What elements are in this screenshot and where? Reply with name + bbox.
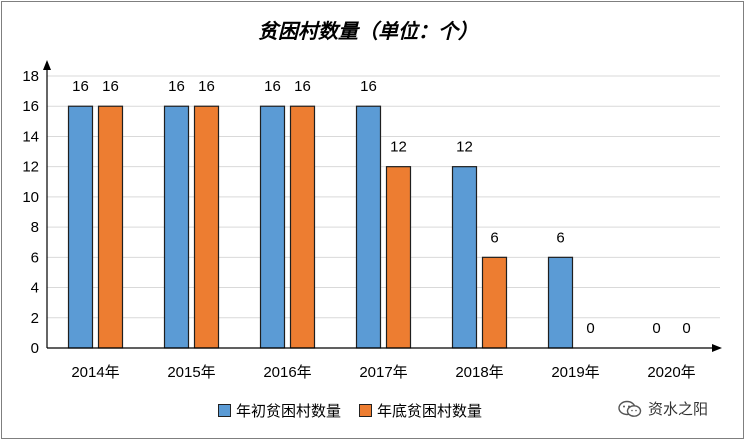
data-label: 0 <box>652 320 660 337</box>
legend-swatch <box>218 404 231 417</box>
y-tick-label: 8 <box>31 219 39 236</box>
data-label: 16 <box>294 78 311 95</box>
bar <box>481 256 508 349</box>
bar <box>163 105 190 349</box>
x-tick-label: 2015年 <box>167 364 215 381</box>
bar <box>97 105 124 349</box>
y-tick-label: 12 <box>22 159 39 176</box>
legend-swatch <box>359 404 373 417</box>
y-tick-label: 0 <box>31 340 39 357</box>
bar <box>385 166 412 349</box>
x-tick-label: 2014年 <box>71 364 119 381</box>
bar <box>355 105 382 349</box>
legend-item-series-2: 年底贫困村数量 <box>359 400 482 421</box>
data-label: 16 <box>168 78 185 95</box>
x-tick-label: 2018年 <box>455 364 503 381</box>
y-tick-label: 16 <box>22 98 39 115</box>
watermark: 资水之阳 <box>618 398 708 419</box>
legend-item-series-1: 年初贫困村数量 <box>218 400 341 421</box>
data-label: 6 <box>556 229 564 246</box>
bar <box>547 256 574 349</box>
data-label: 16 <box>360 78 377 95</box>
data-label: 0 <box>682 320 690 337</box>
gridlines <box>47 75 720 319</box>
data-label: 16 <box>198 78 215 95</box>
data-label: 16 <box>102 78 119 95</box>
data-label: 12 <box>456 139 473 156</box>
y-tick-label: 10 <box>22 189 39 206</box>
legend-label: 年初贫困村数量 <box>236 402 342 420</box>
y-tick-label: 18 <box>22 68 39 85</box>
bar <box>259 105 286 349</box>
data-label: 0 <box>586 320 594 337</box>
bar <box>67 105 94 349</box>
x-axis-arrow <box>712 344 722 352</box>
y-tick-label: 6 <box>31 249 39 266</box>
x-tick-label: 2020年 <box>647 364 695 381</box>
data-label: 6 <box>490 229 498 246</box>
bar <box>451 166 478 349</box>
x-tick-label: 2017年 <box>359 364 407 381</box>
legend-label: 年底贫困村数量 <box>377 402 483 420</box>
bar <box>193 105 220 349</box>
x-tick-label: 2019年 <box>551 364 599 381</box>
data-label: 16 <box>264 78 281 95</box>
wechat-icon <box>618 400 642 417</box>
y-axis-arrow <box>43 60 51 70</box>
watermark-text: 资水之阳 <box>648 400 709 418</box>
y-tick-label: 4 <box>31 280 39 297</box>
data-labels: 16 16 16 16 16 16 16 12 12 6 6 0 0 0 <box>72 78 691 337</box>
chart-title: 贫困村数量（单位：个） <box>258 19 478 43</box>
data-label: 12 <box>390 139 407 156</box>
y-tick-label: 2 <box>31 310 39 327</box>
data-label: 16 <box>72 78 89 95</box>
axes: 0 2 4 6 8 10 12 14 16 18 2014年 2015年 2016年 2017年 2018年… <box>22 60 722 381</box>
bar <box>289 105 316 349</box>
legend: 年初贫困村数量 年底贫困村数量 <box>218 400 500 421</box>
x-tick-label: 2016年 <box>263 364 311 381</box>
y-tick-label: 14 <box>22 128 39 145</box>
bars <box>67 105 574 349</box>
